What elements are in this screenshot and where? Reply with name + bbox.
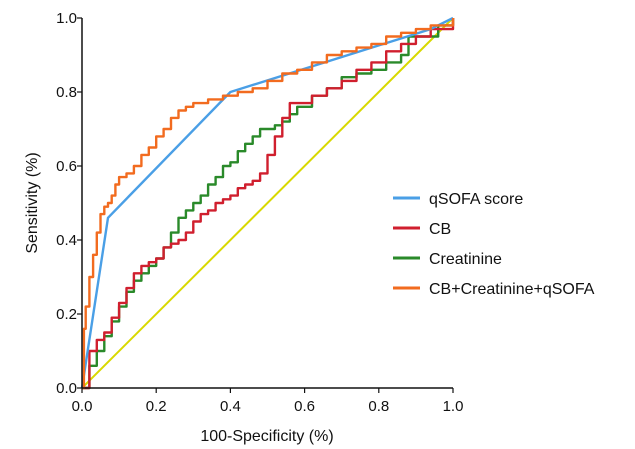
legend-label-qsofa-score: qSOFA score	[429, 191, 523, 208]
y-tick-label: 1.0	[56, 10, 77, 27]
y-tick-label: 0.8	[56, 84, 77, 101]
y-tick-label: 0.2	[56, 306, 77, 323]
x-tick-label: 0.0	[72, 398, 93, 415]
x-tick-label: 0.8	[368, 398, 389, 415]
x-tick-label: 0.6	[294, 398, 315, 415]
ticks: 0.0 0.2 0.4 0.6 0.8 1.0 0.0 0.2 0.4 0.6 0.8 1.0	[56, 10, 463, 415]
reference-line	[81, 17, 454, 389]
y-tick-label: 0.0	[56, 380, 77, 397]
plot-lines	[80, 16, 455, 390]
legend-label-cb: CB	[429, 221, 451, 238]
x-tick-label: 0.4	[220, 398, 241, 415]
legend: qSOFA score CB Creatinine CB+Creatinine+qSO…	[393, 191, 595, 298]
x-tick-label: 1.0	[443, 398, 464, 415]
y-tick-label: 0.6	[56, 158, 77, 175]
series-line-creatinine	[82, 18, 455, 390]
y-axis-title: Sensitivity (%)	[24, 152, 41, 253]
x-axis-title: 100-Specificity (%)	[200, 428, 333, 445]
y-tick-label: 0.4	[56, 232, 77, 249]
legend-label-cb-creatinine-qsofa: CB+Creatinine+qSOFA	[429, 281, 595, 298]
series-line-cb	[82, 18, 455, 390]
legend-label-creatinine: Creatinine	[429, 251, 502, 268]
axes	[81, 18, 453, 389]
x-tick-label: 0.2	[146, 398, 167, 415]
series-line-cb-creatinine-qsofa	[82, 18, 455, 390]
